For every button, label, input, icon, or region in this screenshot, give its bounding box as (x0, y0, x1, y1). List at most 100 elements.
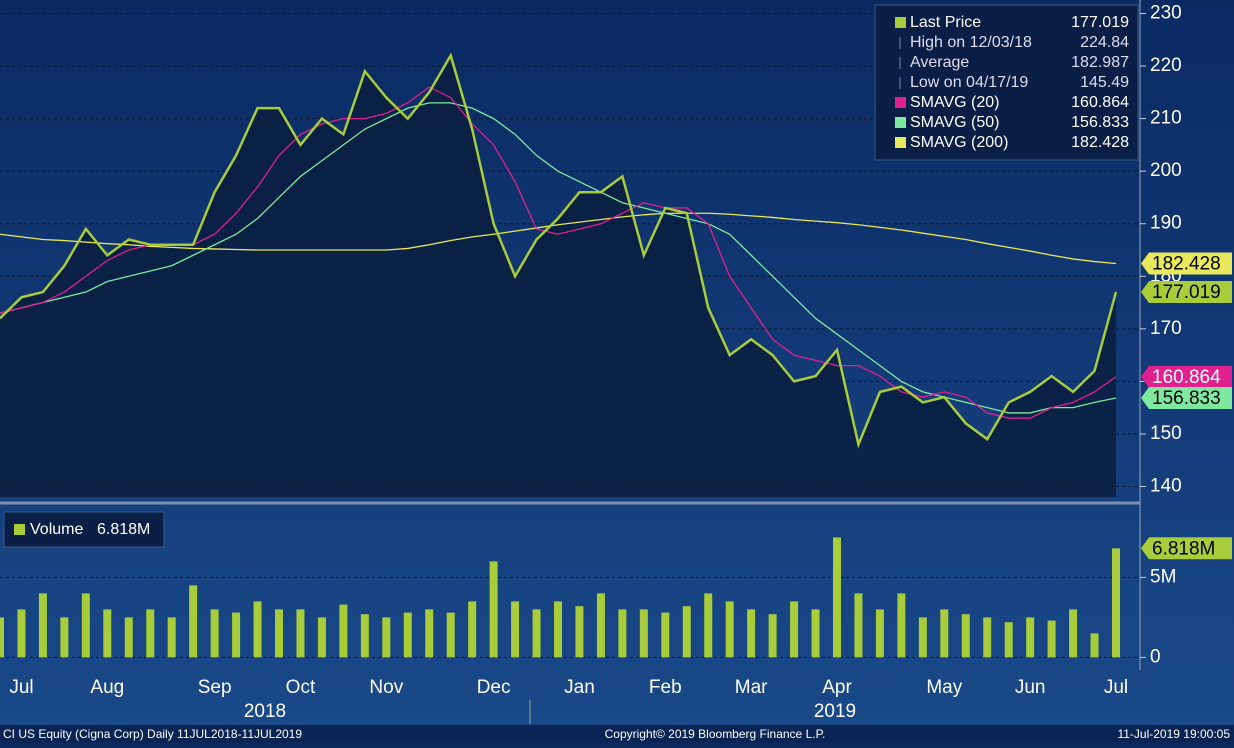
value-tag (1141, 365, 1232, 388)
value-tag (1141, 280, 1232, 303)
volume-bar (1004, 622, 1013, 658)
volume-bar (747, 609, 756, 658)
x-tick-label: Oct (286, 677, 316, 698)
y-tick-label: 150 (1150, 423, 1182, 444)
legend-value: 182.428 (1071, 134, 1129, 151)
volume-bar (596, 593, 605, 658)
y-tick-label: 170 (1150, 318, 1182, 339)
legend-marker (14, 524, 25, 535)
volume-bar (425, 609, 434, 658)
y-tick-label: 230 (1150, 3, 1182, 24)
volume-bar (511, 601, 520, 658)
x-tick-label: Jun (1015, 677, 1046, 698)
price-area (0, 55, 1116, 497)
legend-label: Volume (30, 521, 83, 538)
footer-left: CI US Equity (Cigna Corp) Daily 11JUL201… (3, 727, 302, 741)
volume-bar (124, 617, 133, 658)
volume-bar (468, 601, 477, 658)
x-tick-label: Jul (9, 677, 33, 698)
legend-marker (895, 117, 906, 128)
volume-bar (339, 604, 348, 658)
volume-bar (1090, 633, 1099, 658)
legend-label: Average (910, 54, 969, 71)
volume-bar (618, 609, 627, 658)
value-tag (1141, 387, 1232, 410)
legend-value: 224.84 (1080, 34, 1129, 51)
volume-bar (897, 593, 906, 658)
legend-box (3, 511, 165, 548)
volume-bar (296, 609, 305, 658)
year-label: 2019 (814, 701, 856, 722)
volume-bar (81, 593, 90, 658)
legend-label: High on 12/03/18 (910, 34, 1032, 51)
value-tag (1141, 252, 1232, 275)
x-tick-label: Mar (735, 677, 768, 698)
year-label: 2018 (244, 701, 286, 722)
value-tag-label: 182.428 (1152, 254, 1221, 275)
value-tag-label: 156.833 (1152, 388, 1221, 409)
volume-bar (983, 617, 992, 658)
y-tick-label: 0 (1150, 646, 1161, 667)
volume-bar (554, 601, 562, 658)
volume-bar (0, 617, 4, 658)
legend-box (874, 4, 1139, 161)
volume-bar (146, 609, 155, 658)
volume-bar (103, 609, 112, 658)
y-tick-label: 200 (1150, 160, 1182, 181)
volume-bar (1047, 620, 1056, 658)
volume-bar (918, 617, 927, 658)
value-tag (1141, 537, 1232, 560)
x-tick-label: Apr (822, 677, 852, 698)
volume-bar (489, 561, 498, 658)
x-tick-label: Feb (649, 677, 682, 698)
x-tick-label: Jan (564, 677, 595, 698)
x-tick-label: Dec (477, 677, 511, 698)
legend-marker (895, 97, 906, 108)
y-tick-label: 220 (1150, 55, 1182, 76)
y-tick-label: 5M (1150, 566, 1176, 587)
y-tick-label: 190 (1150, 213, 1182, 234)
volume-bar (811, 609, 820, 658)
x-tick-label: May (926, 677, 962, 698)
volume-bar (1069, 609, 1078, 658)
volume-bar (446, 612, 455, 658)
volume-bar (854, 593, 863, 658)
value-tag-label: 177.019 (1152, 282, 1221, 303)
volume-bar (790, 601, 799, 658)
volume-bar (575, 606, 584, 658)
volume-bar (232, 612, 241, 658)
volume-bar (682, 606, 691, 658)
volume-bar (639, 609, 648, 658)
value-tag-label: 6.818M (1152, 538, 1215, 559)
legend-value: 156.833 (1071, 114, 1129, 131)
volume-bar (210, 609, 219, 658)
x-tick-label: Sep (198, 677, 232, 698)
volume-bar (661, 612, 670, 658)
legend-marker (895, 137, 906, 148)
legend-label: SMAVG (50) (910, 114, 1000, 131)
volume-bar (1026, 617, 1035, 658)
volume-bar (403, 612, 412, 658)
sma-line (0, 212, 1117, 265)
legend-marker (895, 17, 906, 28)
x-tick-label: Nov (369, 677, 403, 698)
legend-value: 145.49 (1080, 74, 1129, 91)
volume-bar (875, 609, 884, 658)
legend-label: Last Price (910, 14, 981, 31)
price-line (0, 52, 1118, 449)
legend-label: Low on 04/17/19 (910, 74, 1028, 91)
volume-bar (167, 617, 176, 658)
x-tick-label: Aug (90, 677, 124, 698)
volume-bar (768, 614, 777, 658)
volume-bar (60, 617, 69, 658)
legend-label: SMAVG (200) (910, 134, 1008, 151)
legend-value: 182.987 (1071, 54, 1129, 71)
x-tick-label: Jul (1104, 677, 1128, 698)
volume-bar (725, 601, 734, 658)
volume-bar (253, 601, 262, 658)
legend-value: 160.864 (1071, 94, 1129, 111)
volume-bar (275, 609, 283, 658)
volume-bar (961, 614, 970, 658)
volume-bar (532, 609, 541, 658)
volume-bar (38, 593, 47, 658)
